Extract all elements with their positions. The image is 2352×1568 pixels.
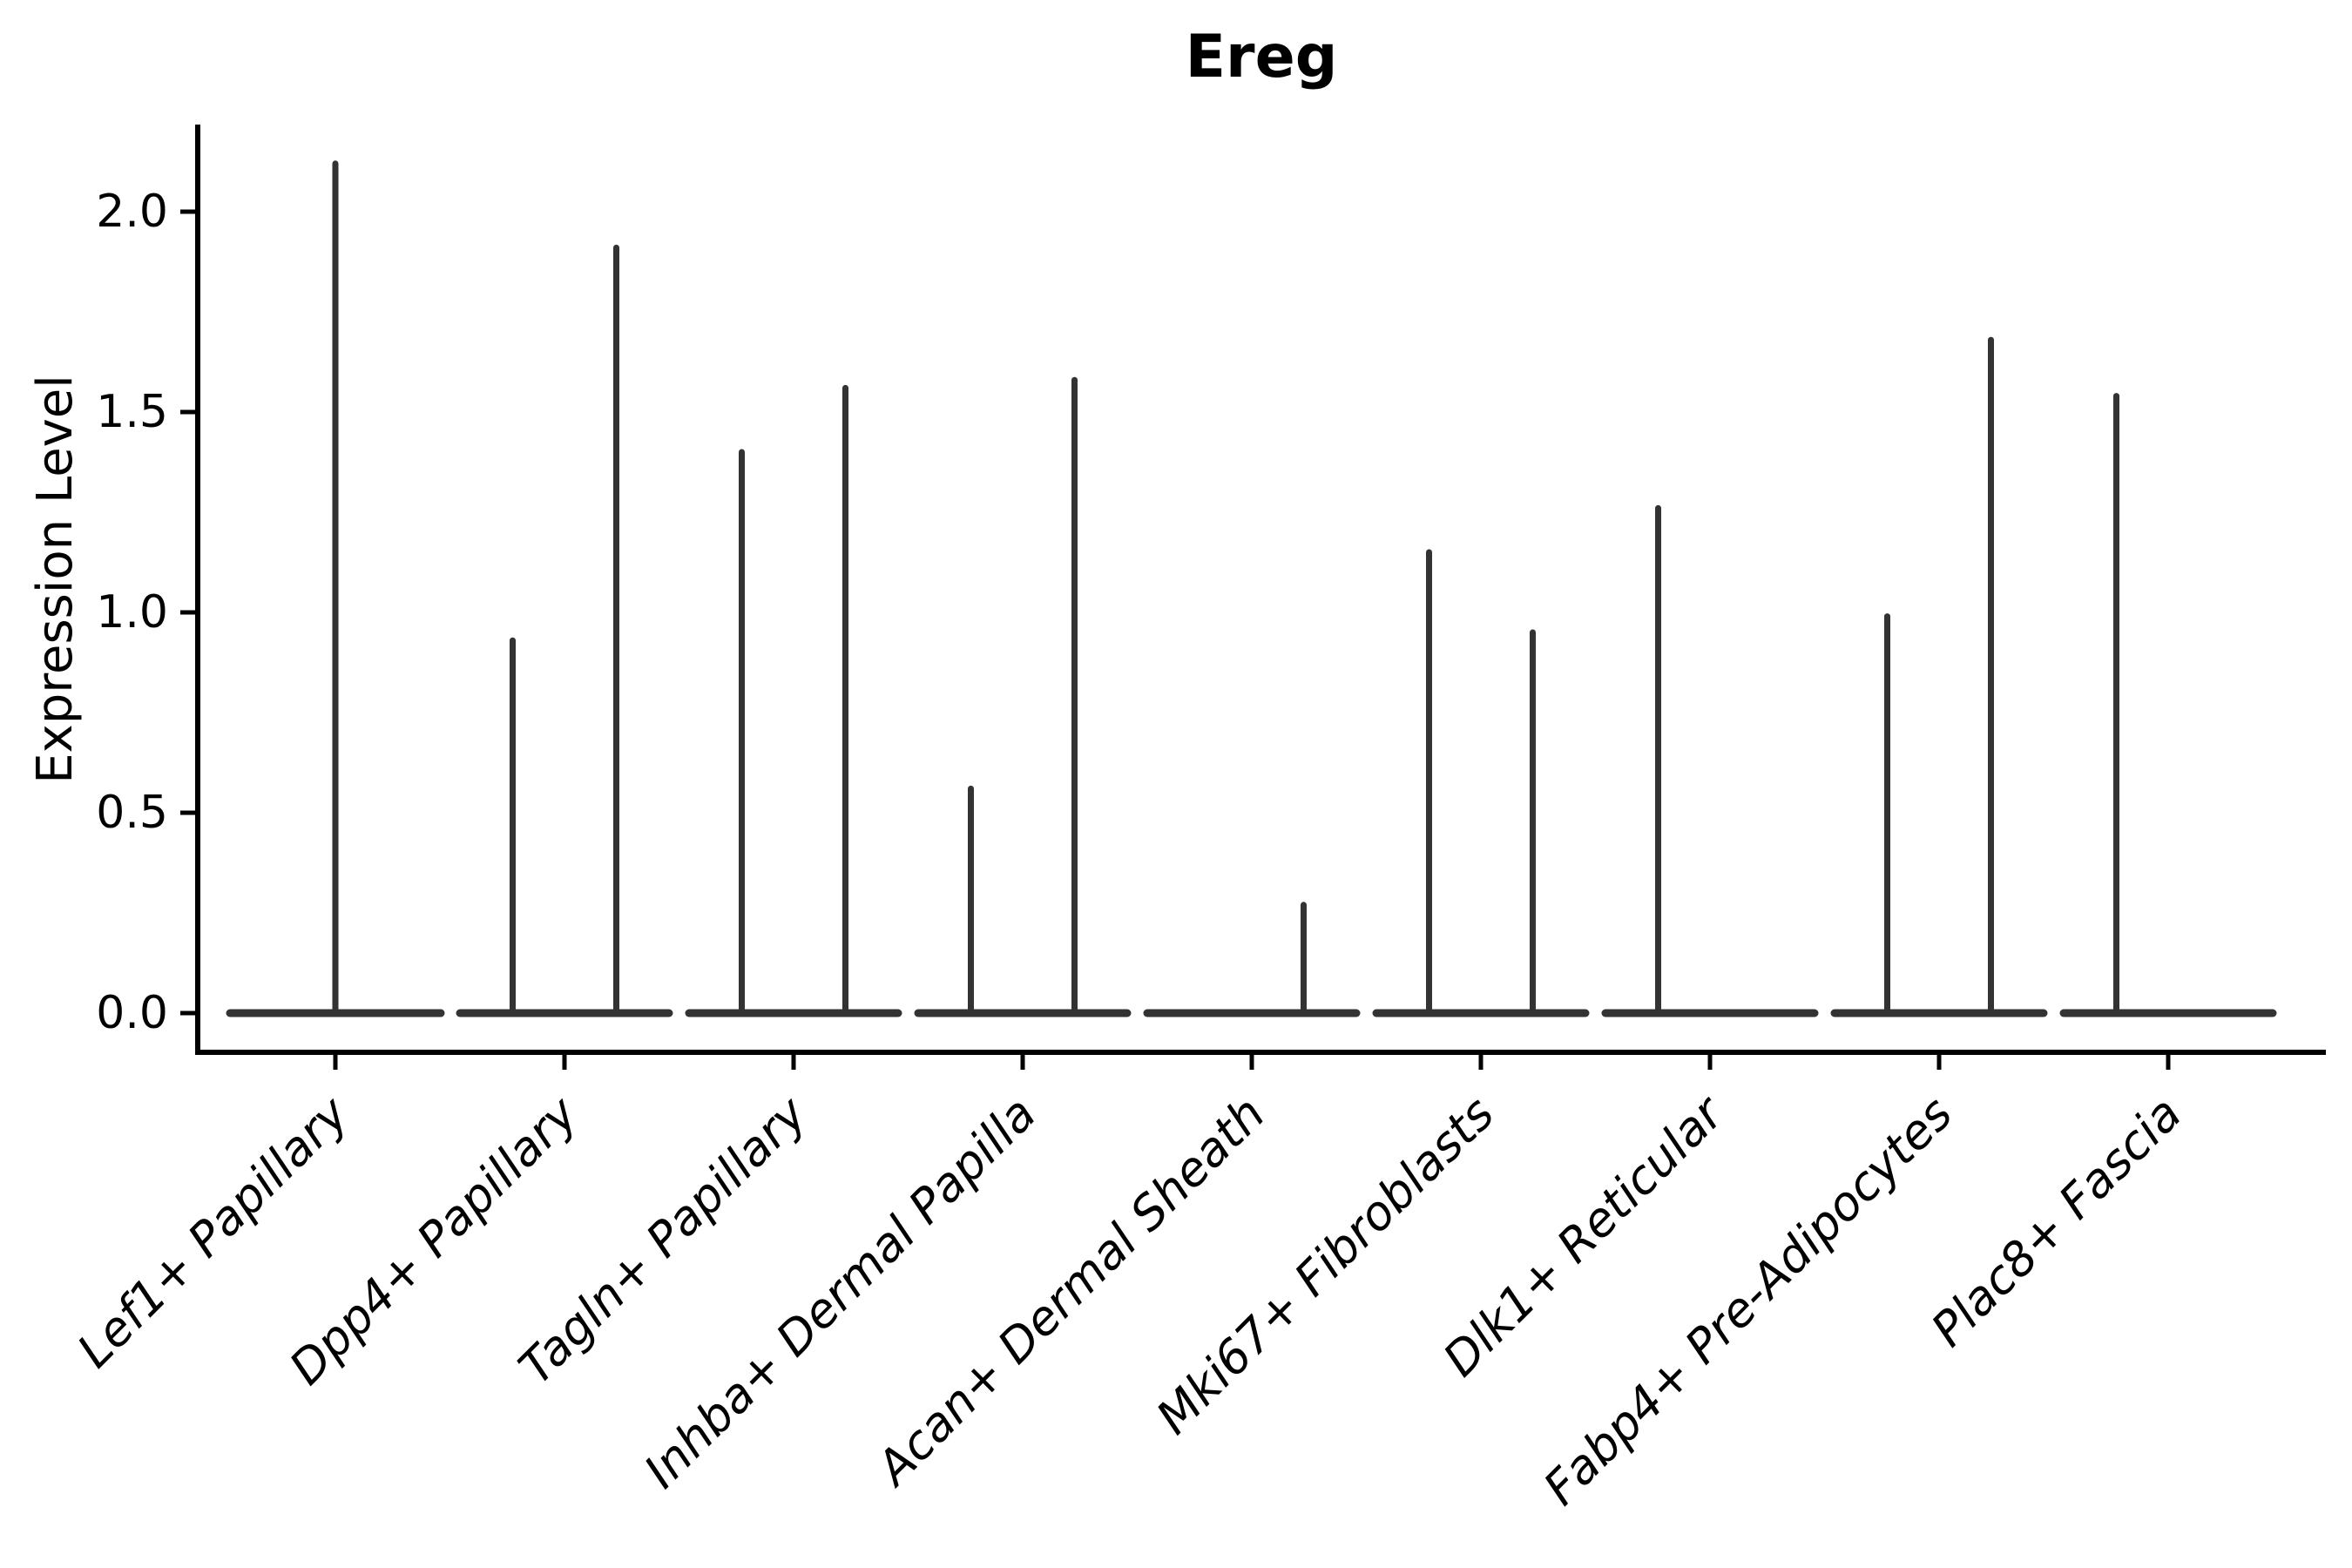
y-tick-label: 1.0 [96,586,168,639]
y-tick-label: 0.0 [96,987,168,1039]
y-tick-label: 1.5 [96,386,168,438]
x-tick-label: Inhba+ Dermal Papilla [633,1086,1046,1499]
chart-title: Ereg [1185,23,1338,91]
x-tick-label: Fabp4+ Pre-Adipocytes [1533,1086,1963,1516]
y-tick-label: 0.5 [96,787,168,839]
y-tick-label: 2.0 [96,186,168,238]
x-tick-label: Plac8+ Fascia [1921,1086,2192,1357]
x-tick-label: Acan+ Dermal Sheath [864,1086,1275,1497]
